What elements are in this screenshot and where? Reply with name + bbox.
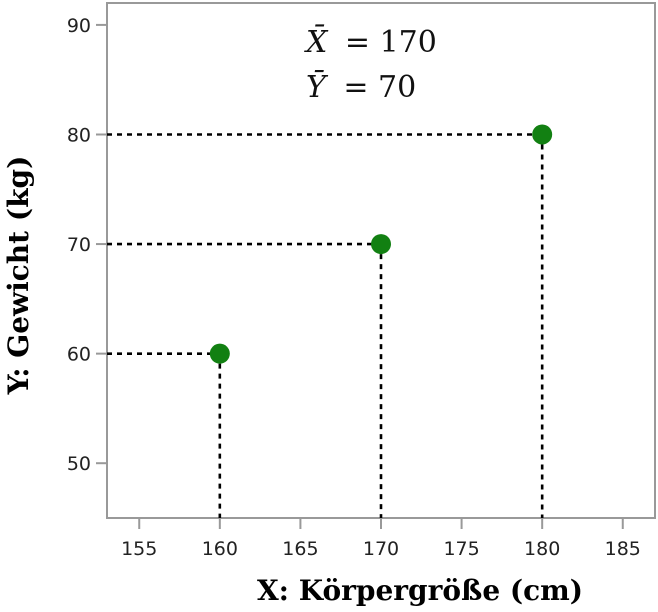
x-tick-label: 160 [202, 538, 238, 560]
y-tick-label: 60 [67, 344, 91, 366]
mean-x-label: X̄ = 170 [304, 24, 437, 60]
data-point [371, 234, 391, 255]
data-point [209, 343, 230, 364]
x-axis-title: X: Körpergröße (cm) [257, 574, 583, 607]
x-tick-label: 175 [443, 538, 479, 560]
y-tick-label: 80 [67, 124, 91, 146]
x-tick-label: 170 [363, 538, 399, 560]
y-axis-ticks: 50 60 70 80 90 [67, 15, 107, 475]
y-axis-title: Y: Gewicht (kg) [2, 156, 35, 396]
mean-annotation: X̄ = 170 Ȳ = 70 [304, 24, 437, 105]
x-tick-label: 180 [524, 538, 560, 560]
y-tick-label: 70 [67, 234, 91, 256]
y-tick-label: 50 [67, 453, 91, 475]
x-tick-label: 185 [605, 538, 641, 560]
mean-y-label: Ȳ = 70 [306, 70, 416, 105]
data-points [209, 124, 553, 364]
data-point [532, 124, 553, 145]
x-tick-label: 165 [282, 538, 318, 560]
x-tick-label: 155 [121, 538, 157, 560]
guide-lines [107, 133, 544, 518]
x-axis-ticks: 155 160 165 170 175 180 185 [121, 518, 641, 560]
y-tick-label: 90 [67, 15, 91, 37]
